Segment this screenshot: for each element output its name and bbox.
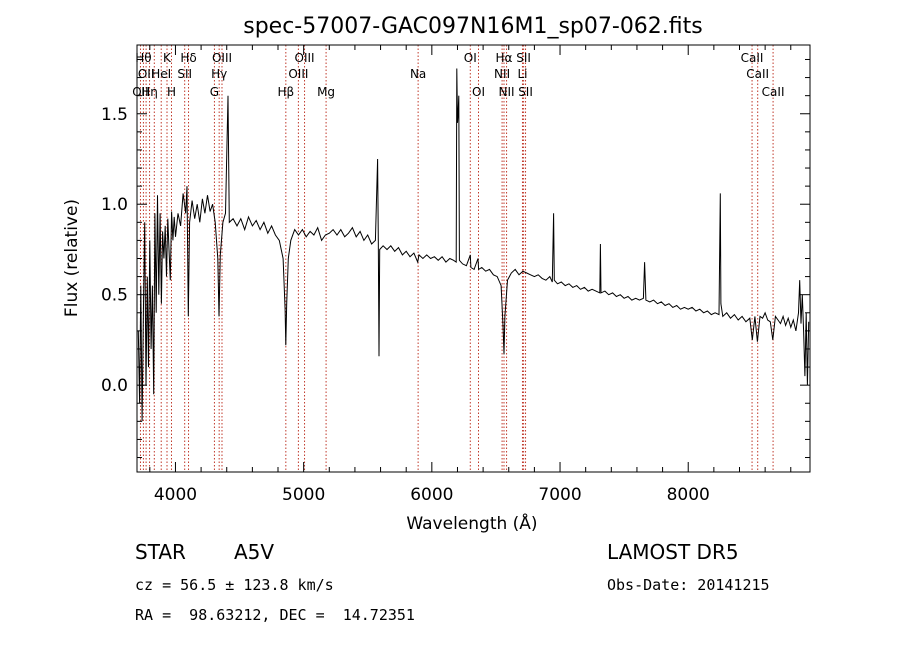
y-axis: 0.0 0.5 1.0 1.5 <box>101 58 810 459</box>
observation-date: Obs-Date: 20141215 <box>607 576 770 594</box>
line-marker-label-11: Hγ <box>211 67 227 81</box>
line-marker-label-18: OI <box>464 51 477 65</box>
line-marker-label-21: Hα <box>496 51 513 65</box>
line-marker-label-19: OI <box>472 85 485 99</box>
line-marker-label-14: OIII <box>288 67 308 81</box>
line-marker-label-25: SII <box>518 85 533 99</box>
line-marker-label-8: SII <box>177 67 192 81</box>
line-marker-label-27: CaII <box>746 67 769 81</box>
y-tick-label-1: 0.5 <box>101 286 128 306</box>
line-marker-label-26: CaII <box>741 51 764 65</box>
line-markers <box>139 45 774 472</box>
object-subclass: A5V <box>234 540 275 564</box>
x-tick-label-7000: 7000 <box>538 485 581 505</box>
y-tick-label-2: 1.0 <box>101 195 128 215</box>
spectrum-line <box>137 68 810 422</box>
x-tick-label-6000: 6000 <box>410 485 453 505</box>
x-axis: 4000 5000 6000 7000 8000 <box>149 45 792 505</box>
line-marker-label-13: Hβ <box>277 85 294 99</box>
chart-title: spec-57007-GAC097N16M1_sp07-062.fits <box>243 14 703 39</box>
survey-name: LAMOST DR5 <box>607 540 739 564</box>
line-marker-label-12: OIII <box>212 51 232 65</box>
line-marker-label-22: NII <box>499 85 515 99</box>
x-axis-label: Wavelength (Å) <box>406 512 537 534</box>
line-marker-label-15: OIII <box>295 51 315 65</box>
line-marker-label-7: H <box>167 85 176 99</box>
x-tick-label-4000: 4000 <box>154 485 197 505</box>
line-marker-label-0: OII <box>132 85 149 99</box>
line-marker-label-3: Hη <box>141 85 158 99</box>
line-marker-label-9: Hδ <box>180 51 196 65</box>
y-axis-label: Flux (relative) <box>62 199 82 317</box>
line-marker-label-20: NII <box>494 67 510 81</box>
redshift-velocity: cz = 56.5 ± 123.8 km/s <box>135 576 334 594</box>
y-tick-label-0: 0.0 <box>101 376 128 396</box>
line-marker-label-5: HeI <box>151 67 171 81</box>
coordinates: RA = 98.63212, DEC = 14.72351 <box>135 606 415 624</box>
line-marker-label-6: K <box>163 51 172 65</box>
line-marker-label-24: SII <box>516 51 531 65</box>
line-marker-label-1: Hθ <box>135 51 151 65</box>
line-marker-labels: OIIHθOIIHηHeIKHSIIHδGHγOIIIHβOIIIOIIIMgN… <box>132 51 784 99</box>
line-marker-label-28: CaII <box>762 85 785 99</box>
x-tick-label-5000: 5000 <box>282 485 325 505</box>
line-marker-label-16: Mg <box>317 85 335 99</box>
x-tick-label-8000: 8000 <box>667 485 710 505</box>
y-tick-label-3: 1.5 <box>101 105 128 125</box>
line-marker-label-23: Li <box>517 67 527 81</box>
plot-frame <box>136 44 811 473</box>
line-marker-label-10: G <box>210 85 219 99</box>
line-marker-label-17: Na <box>410 67 426 81</box>
object-class: STAR <box>135 540 186 564</box>
